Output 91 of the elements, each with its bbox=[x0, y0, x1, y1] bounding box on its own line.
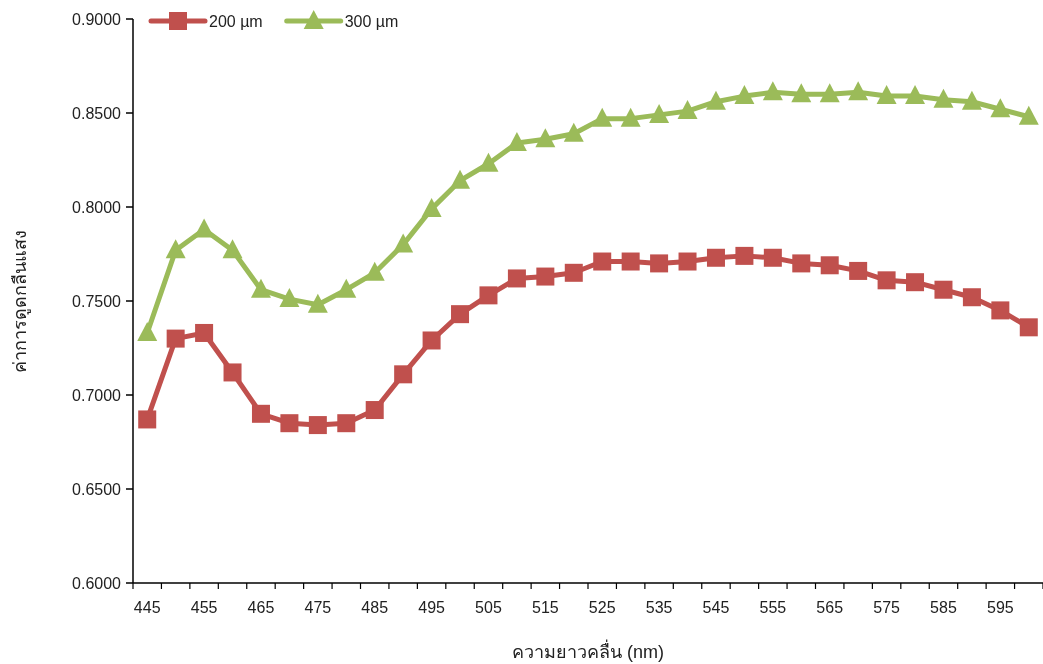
x-tick-label: 475 bbox=[304, 599, 332, 616]
y-tick-label: 0.7000 bbox=[72, 387, 122, 404]
y-tick-label: 0.6000 bbox=[72, 575, 122, 592]
point bbox=[705, 90, 726, 110]
y-tick-label: 0.7500 bbox=[72, 293, 122, 310]
point bbox=[166, 329, 185, 348]
point bbox=[906, 273, 925, 292]
x-tick-label: 455 bbox=[190, 599, 218, 616]
point bbox=[961, 90, 982, 110]
point bbox=[678, 252, 697, 271]
point bbox=[933, 88, 954, 108]
point bbox=[991, 301, 1010, 320]
point bbox=[934, 280, 953, 299]
point bbox=[620, 107, 641, 127]
point bbox=[677, 100, 698, 120]
point bbox=[791, 83, 812, 103]
point bbox=[307, 293, 328, 313]
point bbox=[138, 410, 157, 429]
x-tick-label: 565 bbox=[816, 599, 844, 616]
point bbox=[280, 414, 299, 433]
point bbox=[650, 254, 669, 273]
point bbox=[337, 414, 356, 433]
point bbox=[506, 132, 527, 152]
legend-label: 300 µm bbox=[344, 13, 399, 30]
point bbox=[1019, 318, 1038, 337]
point bbox=[877, 271, 896, 290]
point bbox=[820, 256, 839, 275]
point bbox=[279, 288, 300, 308]
point bbox=[849, 261, 868, 280]
point bbox=[165, 239, 186, 259]
point bbox=[478, 152, 499, 172]
point bbox=[535, 128, 556, 148]
point bbox=[592, 107, 613, 127]
point bbox=[563, 122, 584, 142]
point bbox=[336, 278, 357, 298]
point bbox=[308, 416, 327, 435]
point bbox=[593, 252, 612, 271]
point bbox=[536, 267, 555, 286]
point bbox=[450, 169, 471, 189]
point bbox=[250, 278, 271, 298]
point bbox=[364, 261, 385, 281]
point bbox=[365, 401, 384, 420]
point bbox=[621, 252, 640, 271]
point bbox=[194, 218, 215, 238]
point bbox=[706, 248, 725, 267]
point bbox=[564, 263, 583, 282]
point bbox=[990, 98, 1011, 118]
point bbox=[507, 269, 526, 288]
point bbox=[735, 246, 754, 265]
point bbox=[1018, 105, 1039, 125]
x-tick-label: 545 bbox=[702, 599, 730, 616]
point bbox=[223, 363, 242, 382]
y-tick-label: 0.9000 bbox=[72, 11, 122, 28]
point bbox=[792, 254, 811, 273]
point bbox=[222, 239, 243, 259]
point bbox=[251, 404, 270, 423]
point bbox=[734, 85, 755, 105]
point bbox=[762, 81, 783, 101]
point bbox=[393, 233, 414, 253]
x-tick-label: 485 bbox=[361, 599, 389, 616]
x-tick-label: 495 bbox=[418, 599, 446, 616]
point bbox=[421, 197, 442, 217]
x-tick-label: 555 bbox=[759, 599, 787, 616]
x-tick-label: 515 bbox=[531, 599, 559, 616]
x-tick-label: 535 bbox=[645, 599, 673, 616]
point bbox=[137, 321, 158, 341]
y-tick-label: 0.8000 bbox=[72, 199, 122, 216]
x-axis-title: ความยาวคลื่น (nm) bbox=[512, 639, 664, 662]
x-tick-label: 465 bbox=[247, 599, 275, 616]
x-tick-label: 585 bbox=[930, 599, 957, 616]
x-tick-label: 525 bbox=[588, 599, 616, 616]
x-tick-label: 445 bbox=[133, 599, 161, 616]
point bbox=[451, 305, 470, 324]
y-tick-label: 0.8500 bbox=[72, 105, 122, 122]
point bbox=[195, 323, 214, 342]
point bbox=[876, 85, 897, 105]
point bbox=[394, 365, 413, 384]
y-tick-label: 0.6500 bbox=[72, 481, 122, 498]
x-tick-label: 595 bbox=[986, 599, 1014, 616]
point bbox=[479, 286, 498, 305]
point bbox=[819, 83, 840, 103]
point bbox=[962, 288, 981, 307]
x-tick-label: 505 bbox=[475, 599, 502, 616]
point bbox=[422, 331, 441, 350]
point bbox=[905, 85, 926, 105]
y-axis-title: ค่าการดูดกลืนแสง bbox=[10, 229, 31, 373]
point bbox=[649, 103, 670, 123]
point bbox=[848, 81, 869, 101]
x-tick-label: 575 bbox=[873, 599, 901, 616]
legend-label: 200 µm bbox=[209, 13, 263, 30]
point bbox=[763, 248, 782, 267]
